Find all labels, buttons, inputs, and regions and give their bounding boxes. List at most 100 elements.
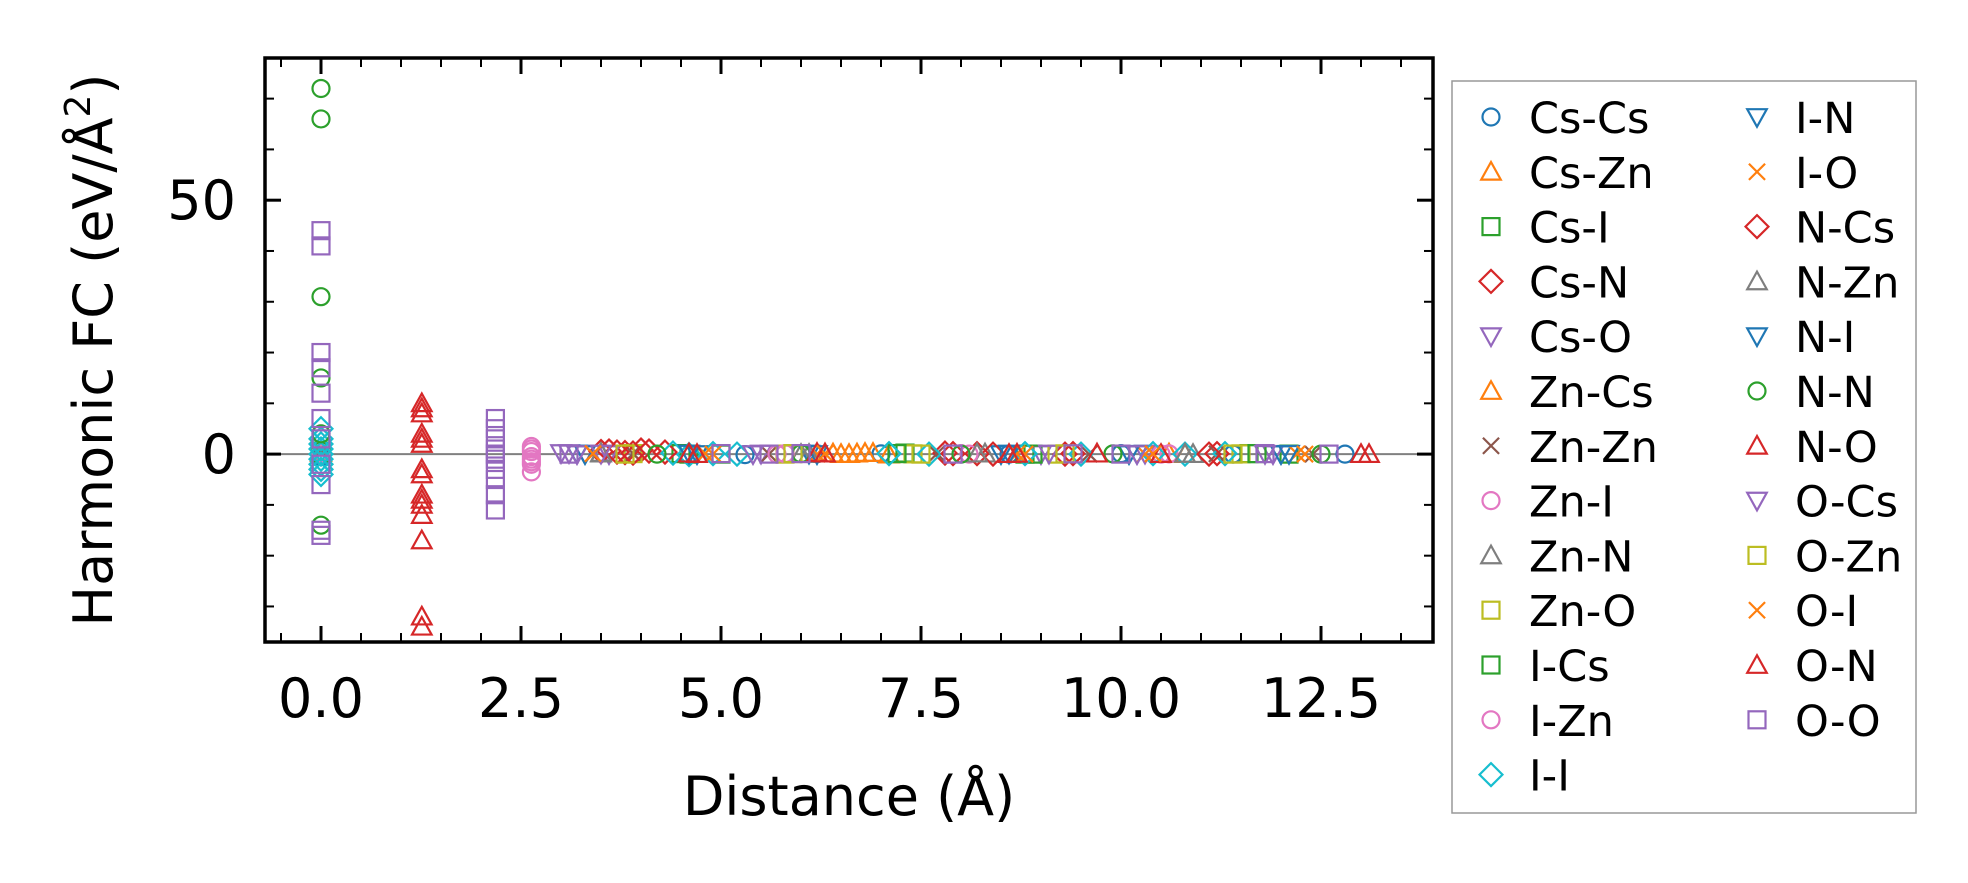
legend-entry-cs-cs: Cs-Cs <box>1481 94 1649 144</box>
legend-marker <box>1479 327 1503 349</box>
data-point <box>485 485 505 505</box>
data-point <box>584 444 602 463</box>
x-axis-label: Distance (Å) <box>683 764 1015 828</box>
data-point <box>1195 441 1223 468</box>
data-point <box>410 457 434 479</box>
data-point <box>615 444 635 464</box>
legend-marker <box>1747 545 1767 566</box>
legend-marker <box>1481 710 1501 730</box>
data-point <box>410 492 434 514</box>
legend-label: N-I <box>1795 313 1855 363</box>
data-point <box>311 525 331 545</box>
legend-label: Zn-I <box>1529 478 1614 528</box>
y-tick-label: 50 <box>167 169 236 232</box>
data-point <box>943 444 963 464</box>
x-tick-label: 2.5 <box>478 667 564 730</box>
plot-area: 0.0 2.5 5.0 7.5 10.0 12.5 0 50 <box>167 56 1435 730</box>
legend-label: I-O <box>1795 149 1858 199</box>
data-point <box>311 368 331 388</box>
legend-label: Cs-Cs <box>1529 94 1649 144</box>
data-markers <box>307 78 1381 636</box>
data-point <box>410 396 434 418</box>
data-point <box>911 444 931 464</box>
legend-entry-zn-o: Zn-O <box>1481 587 1636 637</box>
legend-label: Zn-Cs <box>1529 368 1654 418</box>
data-point <box>485 500 505 520</box>
legend-entry-cs-n: Cs-N <box>1477 258 1629 308</box>
data-point <box>311 383 331 403</box>
data-point <box>410 462 434 484</box>
legend-label: O-Zn <box>1795 532 1902 582</box>
legend-marker <box>1481 655 1501 675</box>
data-point <box>311 429 331 449</box>
legend-label: N-N <box>1795 368 1875 418</box>
legend-entry-n-o: N-O <box>1745 423 1878 473</box>
legend-label: O-N <box>1795 642 1878 692</box>
y-tick-label: 0 <box>202 423 236 486</box>
legend-label: N-Cs <box>1795 204 1895 254</box>
legend-marker <box>1477 761 1505 788</box>
legend-marker <box>1745 652 1769 674</box>
legend-entry-cs-zn: Cs-Zn <box>1479 149 1654 199</box>
data-point <box>410 431 434 453</box>
legend-marker <box>1748 162 1766 181</box>
legend-label: N-Zn <box>1795 258 1899 308</box>
data-point <box>875 440 903 467</box>
data-point <box>1125 445 1149 467</box>
data-point <box>887 443 907 464</box>
data-point <box>521 439 542 459</box>
data-point <box>829 442 853 464</box>
y-axis-label-main: Harmonic FC (eV/Å <box>61 117 125 626</box>
x-tick-label: 0.0 <box>278 667 364 730</box>
data-point <box>816 444 834 463</box>
legend-label: I-I <box>1529 752 1570 802</box>
legend-label: Cs-N <box>1529 258 1629 308</box>
data-point <box>410 426 434 448</box>
legend-entry-o-n: O-N <box>1745 642 1878 692</box>
legend-entry-zn-cs: Zn-Cs <box>1479 368 1654 418</box>
legend-label: Zn-N <box>1529 532 1633 582</box>
data-point <box>311 454 331 474</box>
data-point <box>791 443 811 464</box>
legend-label: Zn-Zn <box>1529 423 1658 473</box>
legend-entry-zn-zn: Zn-Zn <box>1482 423 1658 473</box>
y-axis-label-superscript: 2 <box>58 95 99 118</box>
data-point <box>410 528 434 550</box>
legend-entry-i-n: I-N <box>1745 94 1855 144</box>
data-point <box>1063 444 1083 464</box>
legend-entry-n-cs: N-Cs <box>1743 204 1895 254</box>
legend-marker <box>1747 710 1767 730</box>
data-point <box>1173 441 1197 463</box>
legend-entry-o-i: O-I <box>1748 587 1858 637</box>
data-point <box>307 441 335 468</box>
data-point <box>311 408 331 429</box>
legend-entry-cs-i: Cs-I <box>1481 204 1610 254</box>
legend-items: Cs-CsCs-ZnCs-ICs-NCs-OZn-CsZn-ZnZn-IZn-N… <box>1477 94 1902 802</box>
data-point <box>485 469 505 490</box>
legend-marker <box>1745 327 1769 349</box>
data-point <box>965 441 989 463</box>
series-n-o <box>410 391 1381 636</box>
data-point <box>1037 444 1061 466</box>
data-point <box>1171 441 1199 468</box>
data-point <box>311 515 331 535</box>
data-point <box>410 421 434 443</box>
axis-tick-labels: 0.0 2.5 5.0 7.5 10.0 12.5 0 50 <box>167 169 1381 730</box>
data-point <box>845 441 869 463</box>
legend-entry-i-zn: I-Zn <box>1481 697 1614 747</box>
legend-label: I-Zn <box>1529 697 1614 747</box>
legend-label: Cs-O <box>1529 313 1632 363</box>
plot-frame <box>263 56 1435 644</box>
axis-ticks <box>265 58 1433 642</box>
data-point <box>311 109 331 129</box>
legend-marker <box>1747 381 1767 401</box>
legend-entry-n-n: N-N <box>1747 368 1875 418</box>
data-point <box>741 445 765 467</box>
legend-marker <box>1481 107 1501 127</box>
x-tick-label: 10.0 <box>1061 667 1181 730</box>
legend-marker <box>1745 269 1769 291</box>
series-o-n <box>410 396 1373 509</box>
legend-marker <box>1482 436 1500 455</box>
data-point <box>1223 444 1243 464</box>
